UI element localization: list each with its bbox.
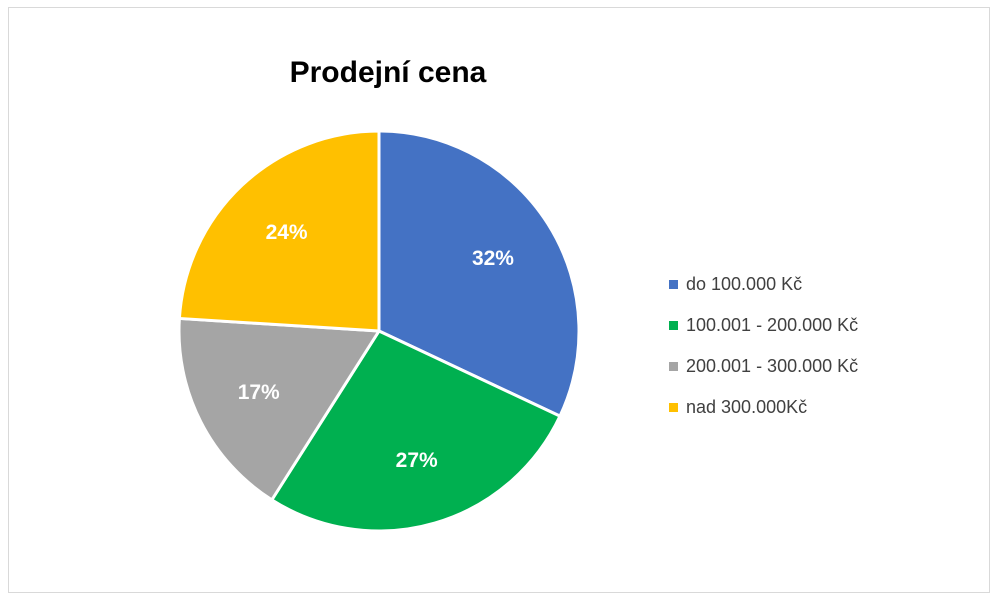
data-label: 17%: [238, 381, 280, 404]
legend-swatch: [669, 362, 678, 371]
legend-label: 200.001 - 300.000 Kč: [686, 356, 859, 376]
legend-item: nad 300.000Kč: [669, 387, 858, 428]
data-label: 24%: [266, 221, 308, 244]
pie-slice: [377, 129, 581, 418]
pie-slice: [177, 316, 381, 502]
legend-item: 100.001 - 200.000 Kč: [669, 305, 858, 346]
legend-label: nad 300.000Kč: [686, 397, 808, 417]
pie-slice: [270, 329, 562, 533]
chart-area: 32% 27% 17% 24% Prodejní cena do 100.000 Kč…: [8, 7, 990, 593]
legend: do 100.000 Kč 100.001 - 200.000 Kč 200.0…: [669, 264, 858, 428]
pie-plot: 32% 27% 17% 24%: [177, 129, 581, 533]
legend-swatch: [669, 321, 678, 330]
data-label: 27%: [396, 449, 438, 472]
legend-label: do 100.000 Kč: [686, 274, 803, 294]
legend-item: do 100.000 Kč: [669, 264, 858, 305]
legend-item: 200.001 - 300.000 Kč: [669, 346, 858, 387]
legend-label: 100.001 - 200.000 Kč: [686, 315, 859, 335]
legend-swatch: [669, 403, 678, 412]
pie-slice: [177, 129, 381, 333]
chart-title: Prodejní cena: [289, 56, 487, 89]
data-label: 32%: [472, 247, 514, 270]
legend-swatch: [669, 280, 678, 289]
